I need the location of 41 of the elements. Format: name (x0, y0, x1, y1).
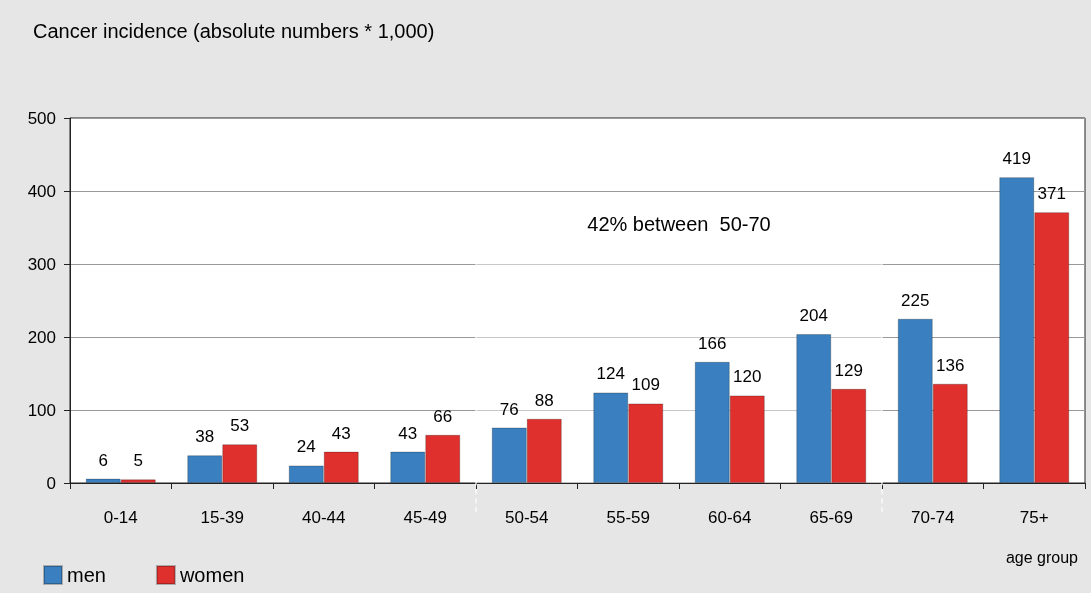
x-tick-label: 0-14 (103, 508, 138, 527)
data-label: 204 (799, 306, 828, 326)
x-tick-label: 15-39 (200, 508, 244, 527)
data-label: 88 (534, 390, 554, 410)
x-tick-label: 50-54 (505, 508, 549, 527)
data-label: 6 (98, 450, 108, 470)
x-tick-label: 65-69 (809, 508, 853, 527)
legend-label: women (178, 564, 245, 586)
data-label: 109 (631, 375, 660, 395)
data-label: 371 (1037, 184, 1066, 204)
x-tick-label: 45-49 (403, 508, 447, 527)
data-label: 38 (195, 427, 215, 447)
data-label: 76 (499, 399, 519, 419)
data-label: 43 (398, 423, 418, 443)
data-label: 129 (834, 360, 863, 380)
data-label: 419 (1002, 149, 1031, 169)
data-label: 43 (331, 423, 351, 443)
band-label: 42% between 50-70 (587, 213, 771, 236)
data-label: 24 (296, 437, 316, 457)
x-tick-label: 55-59 (606, 508, 650, 527)
y-tick-label: 400 (27, 181, 56, 201)
y-tick-label: 300 (27, 254, 56, 274)
data-label: 53 (230, 416, 250, 436)
data-label: 136 (936, 355, 965, 375)
data-label: 120 (733, 367, 762, 387)
data-label: 66 (433, 406, 453, 426)
y-tick-label: 100 (27, 400, 56, 420)
x-tick-label: 70-74 (911, 508, 955, 527)
y-tick-label: 200 (27, 327, 56, 347)
data-label: 124 (596, 364, 625, 384)
x-tick-label: 60-64 (708, 508, 752, 527)
data-label: 5 (133, 451, 143, 471)
data-label: 166 (698, 333, 727, 353)
x-tick-label: 75+ (1019, 508, 1049, 527)
y-axis-title: Cancer incidence (absolute numbers * 1,000) (33, 20, 435, 42)
y-tick-label: 0 (46, 473, 56, 493)
x-axis-title: age group (1005, 548, 1079, 566)
y-tick-label: 500 (27, 108, 56, 128)
data-label: 225 (901, 290, 930, 310)
x-tick-label: 40-44 (302, 508, 346, 527)
legend-label: men (67, 564, 106, 586)
